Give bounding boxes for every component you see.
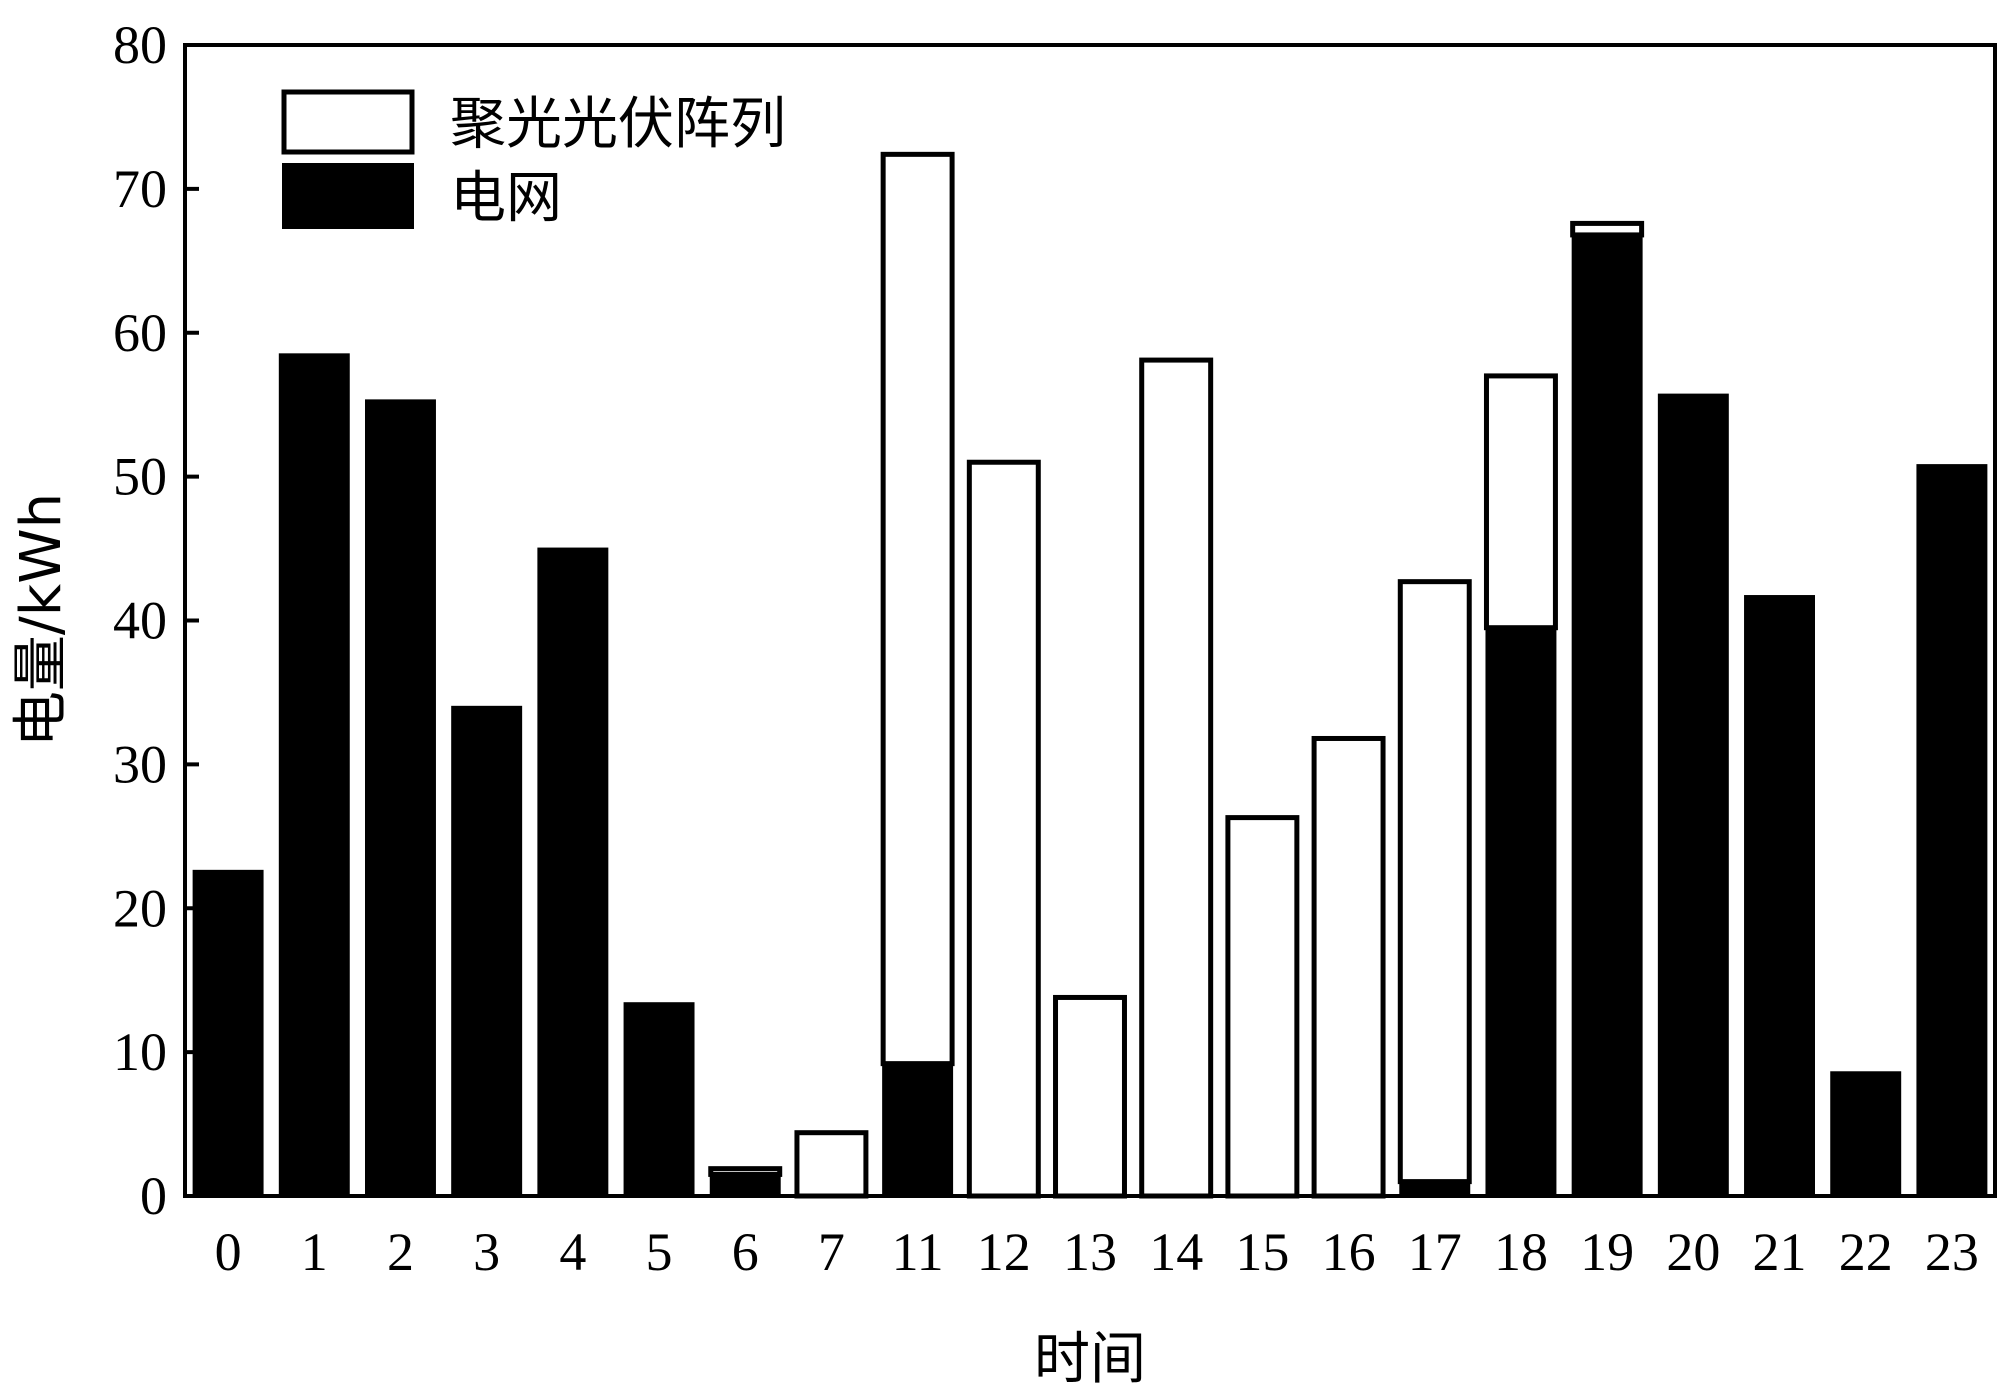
- x-tick-label: 3: [473, 1222, 500, 1282]
- x-tick-label: 6: [732, 1222, 759, 1282]
- y-tick-label: 50: [113, 447, 167, 507]
- y-tick-label: 80: [113, 15, 167, 75]
- bar-grid-22: [1830, 1071, 1902, 1197]
- bar-pv-13: [1053, 994, 1127, 1199]
- bar-pv-12: [966, 459, 1041, 1199]
- bar-pv-7: [794, 1130, 869, 1199]
- bar-grid-11: [882, 1062, 954, 1198]
- bar-grid-19: [1571, 233, 1643, 1198]
- legend-label-grid: 电网: [450, 166, 562, 231]
- y-tick-label: 10: [113, 1022, 167, 1082]
- bar-pv-19: [1570, 220, 1645, 238]
- bar-grid-23: [1916, 464, 1988, 1197]
- x-tick-label: 11: [892, 1222, 944, 1282]
- bar-grid-4: [537, 547, 609, 1197]
- x-tick-label: 1: [301, 1222, 328, 1282]
- bar-grid-18: [1485, 626, 1557, 1197]
- bar-grid-5: [623, 1002, 695, 1198]
- bar-pv-15: [1225, 815, 1300, 1199]
- x-axis-title: 时间: [1034, 1327, 1146, 1392]
- bar-grid-0: [192, 869, 264, 1198]
- bar-grid-20: [1657, 393, 1729, 1197]
- legend-swatch-pv: [281, 89, 415, 155]
- y-tick-label: 40: [113, 591, 167, 651]
- bar-grid-17: [1399, 1180, 1471, 1198]
- x-tick-label: 23: [1925, 1222, 1979, 1282]
- bar-pv-16: [1311, 735, 1386, 1199]
- x-axis: 0 1 2 3 4 5 6 7 11 12 13 14 15 16 17 18 19 20 21 22 23: [215, 1222, 1979, 1282]
- x-tick-label: 7: [818, 1222, 845, 1282]
- y-tick-label: 70: [113, 159, 167, 219]
- y-tick-label: 20: [113, 878, 167, 938]
- x-tick-label: 5: [646, 1222, 673, 1282]
- bar-pv-11: [880, 151, 955, 1067]
- x-tick-label: 22: [1839, 1222, 1893, 1282]
- legend-label-pv: 聚光光伏阵列: [450, 92, 786, 157]
- bar-grid-6: [709, 1173, 781, 1197]
- x-tick-label: 19: [1580, 1222, 1634, 1282]
- x-tick-label: 2: [387, 1222, 414, 1282]
- y-tick-label: 0: [140, 1166, 167, 1226]
- x-tick-label: 18: [1494, 1222, 1548, 1282]
- bar-grid-1: [278, 353, 350, 1197]
- bar-grid-2: [365, 399, 436, 1197]
- x-tick-label: 12: [977, 1222, 1031, 1282]
- bar-pv-14: [1139, 357, 1214, 1199]
- bar-pv-18: [1483, 373, 1558, 631]
- bar-grid-21: [1744, 595, 1815, 1197]
- x-tick-label: 14: [1149, 1222, 1203, 1282]
- legend: 聚光光伏阵列 电网: [281, 89, 786, 231]
- y-tick-label: 60: [113, 303, 167, 363]
- legend-swatch-grid: [282, 163, 414, 229]
- x-tick-label: 4: [559, 1222, 586, 1282]
- x-tick-label: 16: [1322, 1222, 1376, 1282]
- bar-grid-3: [451, 705, 523, 1197]
- x-tick-label: 13: [1063, 1222, 1117, 1282]
- x-tick-label: 21: [1753, 1222, 1807, 1282]
- y-axis-title: 电量/kWh: [9, 493, 74, 747]
- x-tick-label: 0: [215, 1222, 242, 1282]
- x-tick-label: 15: [1235, 1222, 1289, 1282]
- x-tick-label: 20: [1666, 1222, 1720, 1282]
- bar-pv-17: [1397, 579, 1472, 1185]
- y-axis: 0 10 20 30 40 50 60 70 80: [113, 15, 199, 1226]
- bars-layer: [192, 151, 1988, 1199]
- y-tick-label: 30: [113, 734, 167, 794]
- x-tick-label: 17: [1408, 1222, 1462, 1282]
